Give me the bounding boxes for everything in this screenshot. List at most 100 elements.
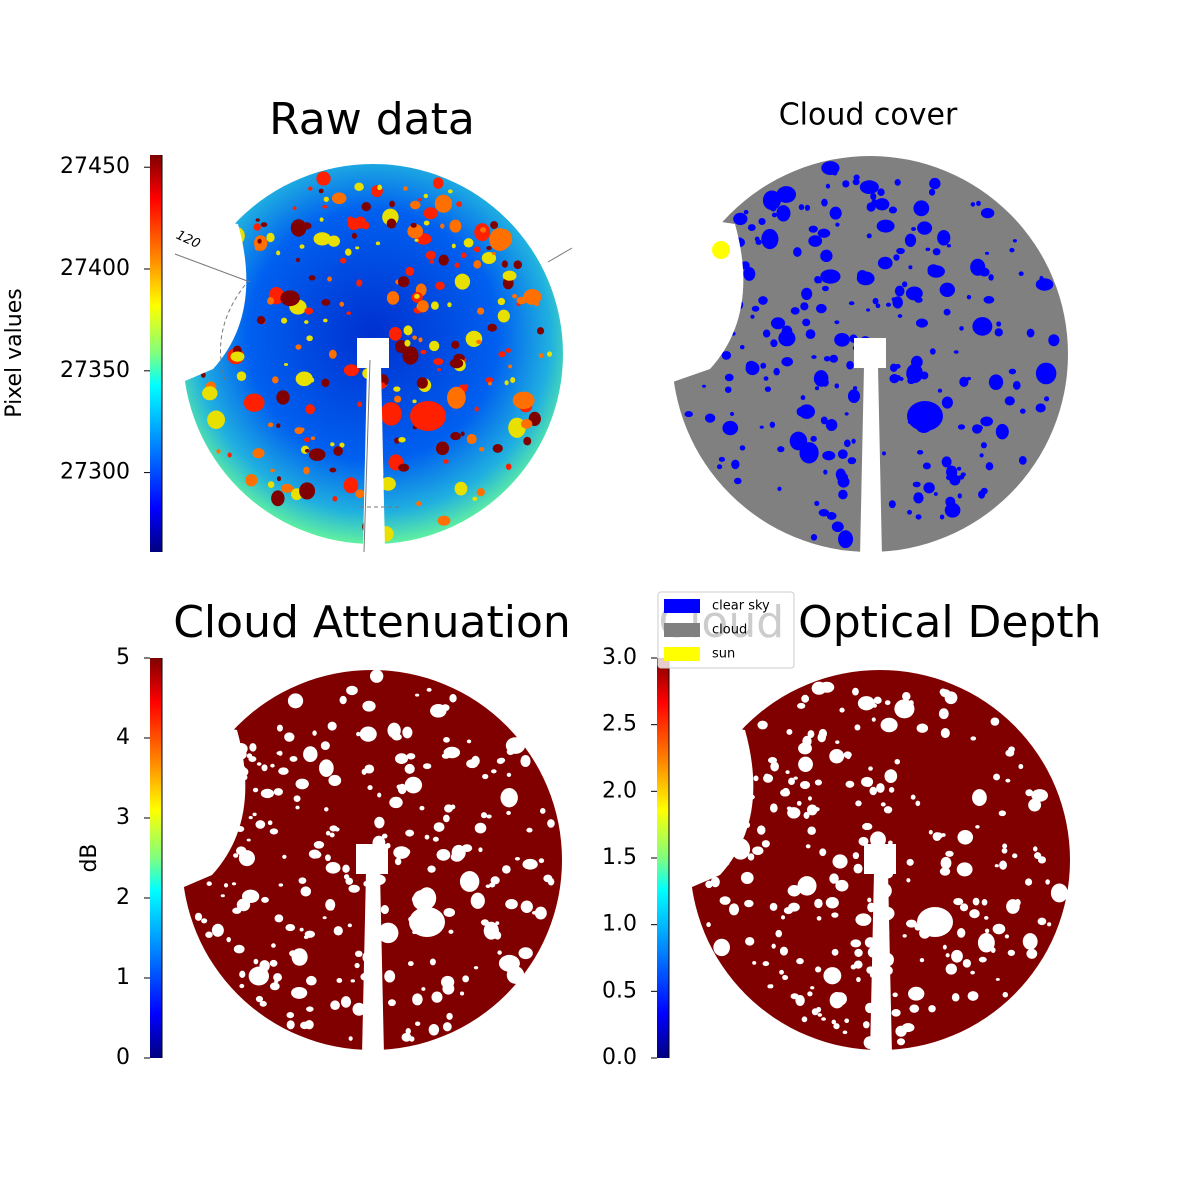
panel-title: Cloud Attenuation	[173, 597, 571, 648]
cloud-gap	[942, 944, 947, 950]
cloud-gap	[442, 459, 449, 464]
cloud-gap	[313, 232, 331, 246]
cloud-gap	[1004, 396, 1015, 406]
cloud-gap	[923, 482, 935, 494]
cloud-gap	[300, 886, 312, 897]
cloud-gap	[814, 898, 823, 909]
cloud-gap	[902, 691, 911, 701]
cloud-gap	[842, 180, 850, 188]
legend-swatch	[664, 599, 700, 613]
cloud-gap	[922, 462, 931, 470]
cloud-gap	[291, 948, 308, 966]
cloud-gap	[802, 735, 812, 747]
cloud-gap	[969, 909, 980, 919]
cloud-gap	[941, 456, 952, 468]
cloud-gap	[908, 986, 925, 1001]
cloud-gap	[479, 447, 485, 452]
cloud-gap	[993, 773, 1001, 781]
cloud-gap	[807, 796, 812, 801]
cloud-gap	[925, 247, 931, 252]
cloud-gap	[853, 863, 863, 874]
cloud-gap	[491, 252, 496, 255]
cloud-gap	[823, 469, 828, 475]
cloud-gap	[354, 182, 364, 192]
cloud-gap	[843, 751, 852, 759]
cloud-gap	[821, 198, 828, 207]
legend-label: sun	[712, 647, 735, 662]
cloud-gap	[492, 443, 503, 453]
cloud-gap	[831, 1019, 837, 1025]
cloud-gap	[255, 995, 264, 1003]
cloud-gap	[788, 902, 800, 912]
cloud-gap	[822, 450, 836, 461]
colorbar-label: dB	[77, 843, 102, 872]
cloud-gap	[972, 317, 993, 336]
cloud-gap	[820, 416, 828, 425]
cloud-gap	[327, 721, 337, 731]
cloud-gap	[340, 996, 352, 1008]
cloud-gap	[355, 489, 365, 499]
cloud-gap	[322, 916, 327, 920]
cloud-gap	[757, 720, 768, 730]
sky-image	[685, 670, 1070, 1055]
cloud-gap	[940, 727, 950, 739]
cloud-gap	[957, 493, 962, 499]
cloud-gap	[752, 846, 764, 856]
cloud-gap	[443, 907, 456, 917]
cloud-gap	[1031, 789, 1049, 802]
occlusion	[177, 720, 246, 890]
cloud-gap	[786, 806, 792, 811]
cloud-gap	[245, 473, 258, 487]
cloud-gap	[274, 914, 284, 923]
cloud-gap	[375, 241, 381, 246]
cloud-gap	[855, 913, 872, 926]
cloud-gap	[276, 423, 281, 429]
cloud-gap	[959, 376, 969, 388]
cloud-gap	[303, 746, 318, 763]
cloud-gap	[226, 937, 231, 943]
cloud-gap	[848, 301, 855, 306]
colorbar-tick-label: 27400	[60, 256, 130, 281]
cloud-gap	[850, 939, 862, 948]
legend: clear sky cloud sun	[657, 591, 795, 669]
cloud-gap	[885, 302, 892, 307]
cloud-gap	[796, 800, 802, 806]
sky-image	[667, 156, 1068, 557]
cloud-gap	[797, 702, 806, 709]
cloud-gap	[298, 877, 307, 884]
cloud-gap	[359, 726, 377, 742]
cloud-gap	[329, 832, 335, 838]
cloud-gap	[308, 448, 326, 461]
cloud-gap	[276, 390, 290, 405]
cloud-gap	[348, 884, 360, 893]
cloud-gap	[980, 416, 993, 427]
cloud-gap	[807, 730, 815, 739]
cloud-gap	[953, 350, 959, 354]
cloud-gap	[447, 302, 452, 308]
colorbar-tick-label: 2.5	[602, 712, 637, 737]
cloud-gap	[866, 233, 872, 239]
cloud-gap	[490, 876, 500, 885]
cloud-gap	[996, 321, 1002, 327]
cloud-gap	[410, 222, 417, 228]
cloud-gap	[412, 399, 417, 404]
cloud-gap	[465, 330, 483, 348]
cloud-gap	[323, 318, 328, 323]
cloud-gap	[472, 496, 478, 501]
cloud-gap	[743, 209, 749, 215]
cloud-gap	[398, 463, 410, 472]
cloud-gap	[786, 728, 793, 735]
cloud-gap	[329, 467, 337, 473]
cloud-gap	[781, 356, 793, 367]
cloud-gap	[806, 804, 818, 816]
cloud-gap	[276, 476, 282, 482]
cloud-gap	[295, 805, 300, 810]
cloud-gap	[985, 462, 994, 471]
cloud-gap	[361, 768, 367, 775]
cloud-gap	[233, 853, 239, 858]
cloud-gap	[805, 329, 816, 339]
cloud-gap	[384, 970, 396, 983]
cloud-gap	[246, 838, 251, 842]
cloud-gap	[1048, 334, 1060, 347]
cloud-gap	[355, 246, 360, 250]
